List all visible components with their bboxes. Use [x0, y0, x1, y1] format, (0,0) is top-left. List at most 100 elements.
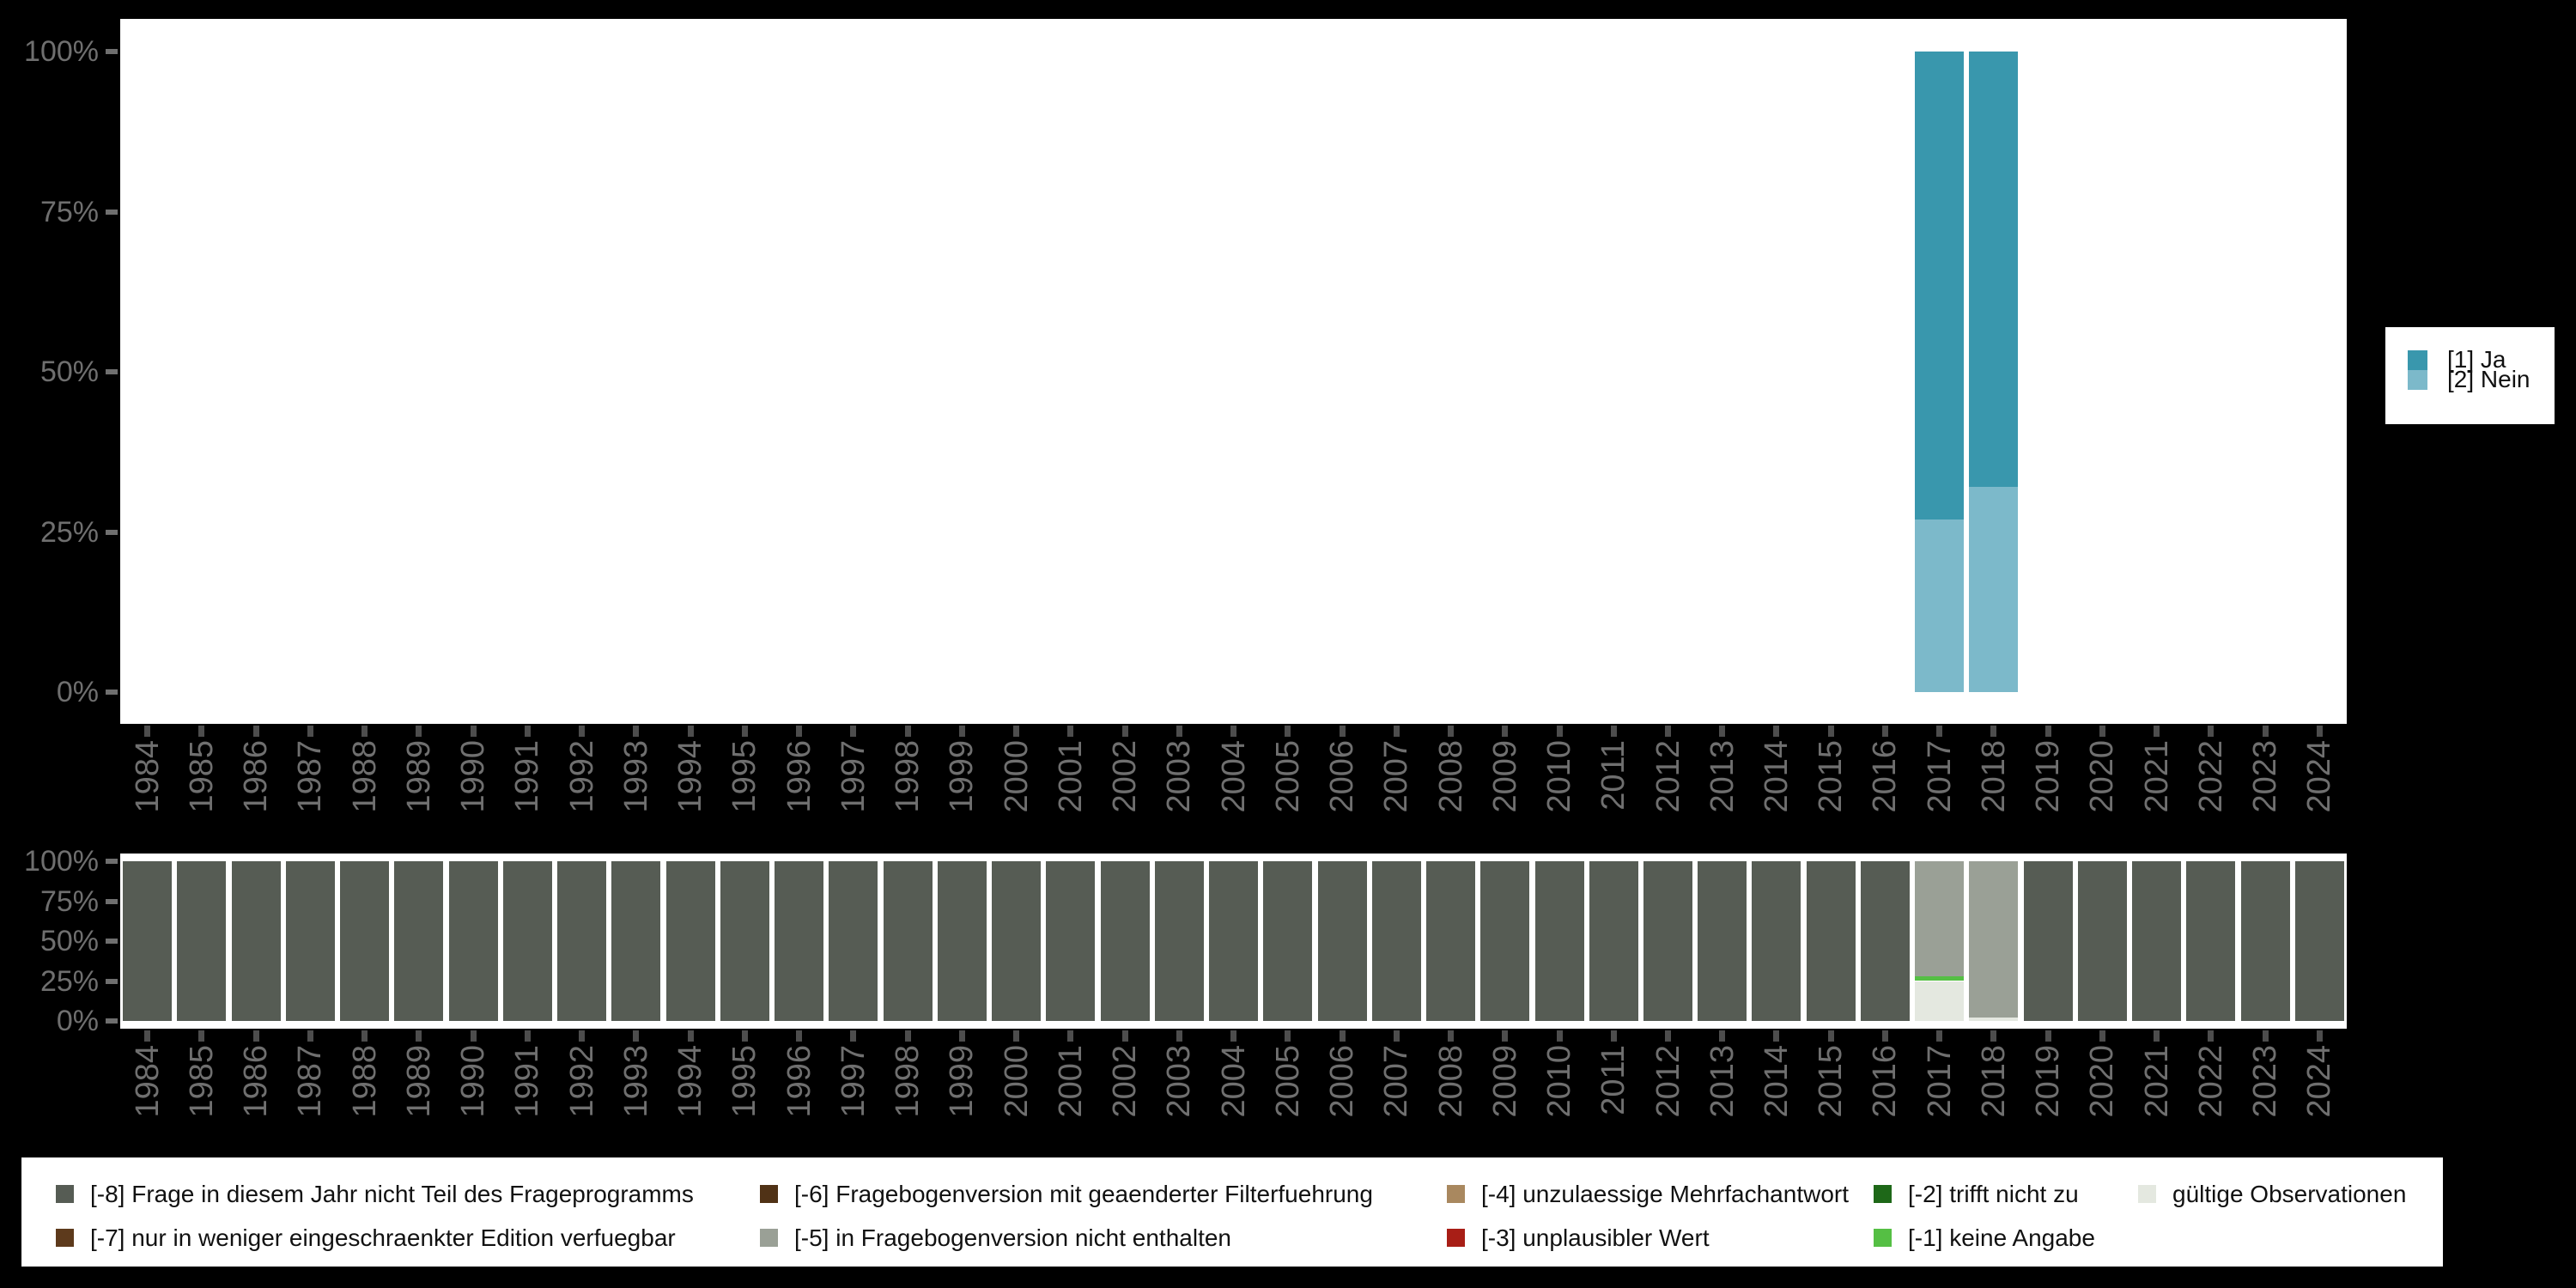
x-axis-tick-label: 2016	[1867, 740, 1904, 813]
x-axis-tick-mark	[1176, 726, 1182, 737]
bottom-chart-plot	[120, 854, 2347, 1029]
bar-segment	[1154, 861, 1204, 1021]
x-axis-tick-mark	[1448, 726, 1454, 737]
x-axis-tick-mark	[416, 726, 422, 737]
x-axis-tick-label: 1994	[672, 740, 709, 813]
x-axis-tick-label: 1993	[617, 1045, 654, 1118]
x-axis-tick-label: 2002	[1107, 1045, 1143, 1118]
x-axis-tick-mark	[1936, 1030, 1943, 1042]
bar-segment	[2132, 861, 2182, 1021]
y-axis-tick-label: 25%	[39, 964, 99, 998]
x-axis-tick-label: 2002	[1107, 740, 1143, 813]
x-axis-tick-mark	[1339, 726, 1346, 737]
x-axis-tick-label: 1989	[400, 740, 437, 813]
x-axis-tick-mark	[796, 726, 802, 737]
x-axis-tick-label: 2014	[1758, 1045, 1795, 1118]
x-axis-tick-label: 2018	[1975, 740, 2012, 813]
x-axis-tick-label: 1991	[509, 1045, 546, 1118]
x-axis-tick-label: 2003	[1161, 740, 1198, 813]
x-axis-tick-mark	[307, 726, 313, 737]
bar-segment	[1534, 861, 1584, 1021]
x-axis-tick-mark	[1121, 726, 1128, 737]
x-axis-tick-mark	[850, 726, 857, 737]
x-axis-tick-mark	[1339, 1030, 1346, 1042]
bar-segment	[1100, 861, 1150, 1021]
bar-segment	[1752, 861, 1801, 1021]
x-axis-tick-label: 1987	[292, 1045, 329, 1118]
x-axis-tick-label: 2001	[1052, 740, 1089, 813]
x-axis-tick-mark	[1719, 1030, 1726, 1042]
x-axis-tick-mark	[741, 726, 748, 737]
bar-segment	[2023, 861, 2073, 1021]
legend-swatch	[2408, 350, 2427, 370]
x-axis-tick-label: 2009	[1486, 740, 1523, 813]
bar-segment	[2294, 861, 2344, 1021]
y-axis-tick-mark	[106, 369, 118, 374]
x-axis-tick-mark	[2316, 1030, 2323, 1042]
main-legend: [1] Ja [2] Nein	[2385, 327, 2555, 424]
x-axis-tick-label: 2005	[1269, 1045, 1306, 1118]
bar-segment	[1589, 861, 1638, 1021]
x-axis-tick-label: 2009	[1486, 1045, 1523, 1118]
x-axis-tick-label: 1990	[455, 740, 492, 813]
x-axis-tick-mark	[633, 1030, 640, 1042]
x-axis-tick-label: 2024	[2301, 1045, 2338, 1118]
bar-segment	[1209, 861, 1258, 1021]
x-axis-tick-label: 2004	[1215, 1045, 1252, 1118]
x-axis-tick-label: 2016	[1867, 1045, 1904, 1118]
x-axis-tick-mark	[796, 1030, 802, 1042]
x-axis-tick-mark	[2262, 726, 2269, 737]
x-axis-tick-label: 1999	[944, 1045, 981, 1118]
legend-item-label: [-2] trifft nicht zu	[1908, 1181, 2079, 1207]
bar-segment	[285, 861, 335, 1021]
x-axis-tick-label: 1993	[617, 740, 654, 813]
bar-segment	[1806, 861, 1856, 1021]
x-axis-tick-label: 2006	[1324, 1045, 1360, 1118]
x-axis-tick-label: 1998	[890, 740, 926, 813]
bar-segment	[2186, 861, 2236, 1021]
x-axis-tick-label: 2012	[1649, 740, 1686, 813]
x-axis-tick-label: 1984	[129, 1045, 166, 1118]
bar-segment	[611, 861, 661, 1021]
x-axis-tick-mark	[1881, 1030, 1888, 1042]
x-axis-tick-label: 2017	[1921, 740, 1958, 813]
x-axis-tick-mark	[1448, 1030, 1454, 1042]
legend-swatch	[1874, 1185, 1892, 1203]
bar-segment	[177, 861, 227, 1021]
x-axis-tick-mark	[144, 726, 151, 737]
y-axis-tick-label: 75%	[39, 195, 99, 228]
legend-swatch	[1447, 1229, 1465, 1247]
x-axis-tick-mark	[1393, 726, 1400, 737]
bar-segment	[775, 861, 823, 1021]
x-axis-tick-mark	[741, 1030, 748, 1042]
x-axis-tick-mark	[904, 726, 911, 737]
x-axis-tick-label: 2015	[1813, 1045, 1850, 1118]
bar-segment	[1969, 861, 2019, 1018]
x-axis-tick-label: 2011	[1595, 740, 1632, 811]
x-axis-tick-label: 1988	[346, 740, 383, 813]
bar-segment	[720, 861, 769, 1021]
x-axis-tick-mark	[633, 726, 640, 737]
x-axis-tick-mark	[470, 726, 477, 737]
x-axis-tick-label: 2017	[1921, 1045, 1958, 1118]
legend-swatch	[1447, 1185, 1465, 1203]
y-axis-tick-mark	[106, 1018, 118, 1024]
x-axis-tick-label: 1985	[183, 740, 220, 813]
y-axis-tick-label: 100%	[24, 845, 99, 878]
bar-segment	[883, 861, 933, 1021]
legend-swatch	[56, 1229, 74, 1247]
y-axis-tick-label: 50%	[39, 355, 99, 388]
x-axis-tick-label: 2019	[2030, 740, 2067, 813]
x-axis-tick-mark	[1556, 726, 1563, 737]
x-axis-tick-label: 1997	[835, 740, 872, 813]
x-axis-tick-label: 2010	[1541, 740, 1577, 813]
bar-segment	[829, 861, 878, 1021]
x-axis-tick-mark	[1827, 726, 1834, 737]
x-axis-tick-label: 1985	[183, 1045, 220, 1118]
bar-segment	[1317, 861, 1367, 1021]
y-axis-tick-mark	[106, 859, 118, 864]
x-axis-tick-mark	[958, 1030, 965, 1042]
x-axis-tick-label: 1986	[238, 740, 275, 813]
x-axis-tick-mark	[2154, 1030, 2160, 1042]
